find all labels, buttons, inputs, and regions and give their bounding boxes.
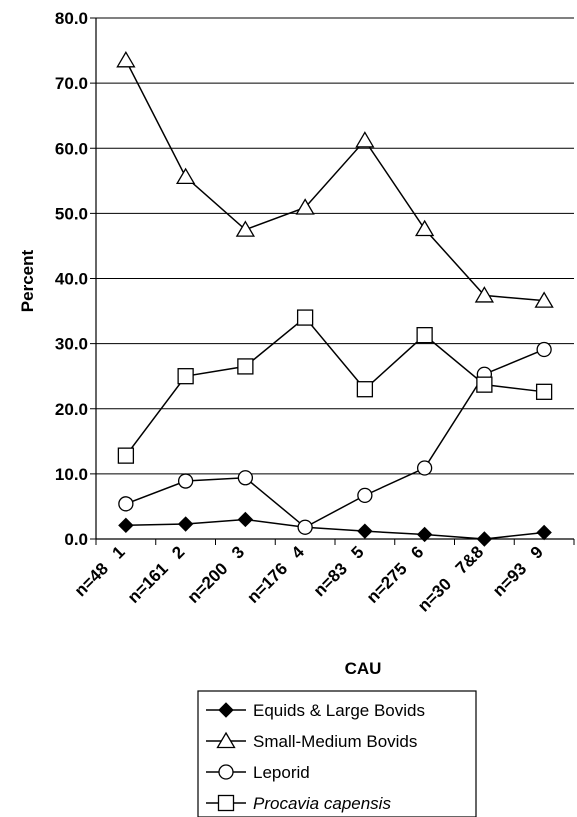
data-point bbox=[175, 167, 196, 185]
data-point bbox=[235, 220, 256, 237]
data-point bbox=[357, 523, 373, 539]
legend-item: Equids & Large Bovids bbox=[206, 701, 425, 720]
data-point bbox=[237, 470, 254, 486]
x-tick-label: n=83 5 bbox=[310, 542, 368, 600]
legend-marker bbox=[216, 731, 236, 749]
x-tick-label: n=161 2 bbox=[124, 542, 189, 607]
axes bbox=[90, 17, 575, 545]
data-point bbox=[416, 460, 433, 476]
data-point bbox=[118, 496, 134, 512]
legend-marker bbox=[217, 794, 235, 812]
y-tick-label: 60.0 bbox=[55, 139, 88, 158]
series-lines bbox=[116, 51, 554, 547]
data-point bbox=[416, 327, 433, 344]
data-point bbox=[474, 286, 495, 303]
x-tick-label: n=93 9 bbox=[489, 542, 547, 600]
data-point bbox=[476, 376, 493, 393]
data-point bbox=[356, 381, 374, 398]
series-line bbox=[125, 348, 545, 529]
legend-marker bbox=[218, 702, 234, 718]
legend: Equids & Large Bovids Small-Medium Bovids… bbox=[197, 690, 477, 817]
series-line bbox=[125, 316, 545, 457]
legend-item: Small-Medium Bovids bbox=[206, 731, 417, 751]
x-tick-label: n=176 4 bbox=[243, 542, 308, 607]
legend-marker bbox=[218, 764, 234, 780]
data-point bbox=[237, 358, 254, 375]
legend-item: Leporid bbox=[206, 763, 310, 782]
data-point bbox=[297, 519, 313, 535]
legend-box bbox=[197, 690, 477, 817]
data-point bbox=[535, 383, 553, 400]
y-tick-label: 20.0 bbox=[55, 400, 88, 419]
x-axis-title: CAU bbox=[345, 659, 382, 678]
series-1 bbox=[116, 51, 554, 308]
data-point bbox=[355, 131, 375, 148]
y-tick-label: 80.0 bbox=[55, 9, 88, 28]
data-point bbox=[116, 51, 136, 68]
legend-label: Procavia capensis bbox=[253, 794, 391, 813]
legend-label: Equids & Large Bovids bbox=[253, 701, 425, 720]
data-point bbox=[295, 198, 315, 215]
data-point bbox=[118, 517, 134, 534]
y-axis-title: Percent bbox=[18, 249, 37, 312]
y-tick-labels: 0.0 10.0 20.0 30.0 40.0 50.0 60.0 70.0 80.0 bbox=[55, 9, 88, 549]
data-point bbox=[534, 291, 554, 308]
data-point bbox=[476, 531, 493, 547]
data-point bbox=[416, 526, 433, 543]
data-point bbox=[536, 341, 552, 358]
legend-label: Small-Medium Bovids bbox=[253, 732, 417, 751]
series-2 bbox=[118, 341, 552, 535]
x-tick-label: n=48 1 bbox=[71, 542, 129, 600]
series-line bbox=[125, 59, 545, 302]
data-point bbox=[357, 487, 373, 504]
series-line bbox=[125, 518, 545, 540]
data-point bbox=[177, 473, 194, 489]
x-tick-labels: n=48 1n=161 2n=200 3n=176 4 n=83 5n=275 6… bbox=[71, 542, 547, 616]
data-point bbox=[237, 511, 254, 528]
y-tick-label: 10.0 bbox=[55, 465, 88, 484]
x-tick-label: n=200 3 bbox=[184, 542, 249, 607]
legend-item: Procavia capensis bbox=[206, 794, 391, 813]
y-tick-label: 0.0 bbox=[64, 530, 88, 549]
y-tick-label: 30.0 bbox=[55, 335, 88, 354]
data-point bbox=[177, 516, 194, 532]
data-point bbox=[536, 524, 552, 541]
series-3 bbox=[117, 309, 553, 464]
data-point bbox=[117, 447, 135, 464]
data-point bbox=[414, 219, 435, 237]
legend-label: Leporid bbox=[253, 763, 310, 782]
y-tick-label: 50.0 bbox=[55, 204, 88, 223]
y-tick-label: 40.0 bbox=[55, 270, 88, 289]
y-tick-label: 70.0 bbox=[55, 74, 88, 93]
gridlines bbox=[96, 17, 574, 475]
data-point bbox=[296, 309, 314, 326]
data-point bbox=[177, 368, 194, 385]
